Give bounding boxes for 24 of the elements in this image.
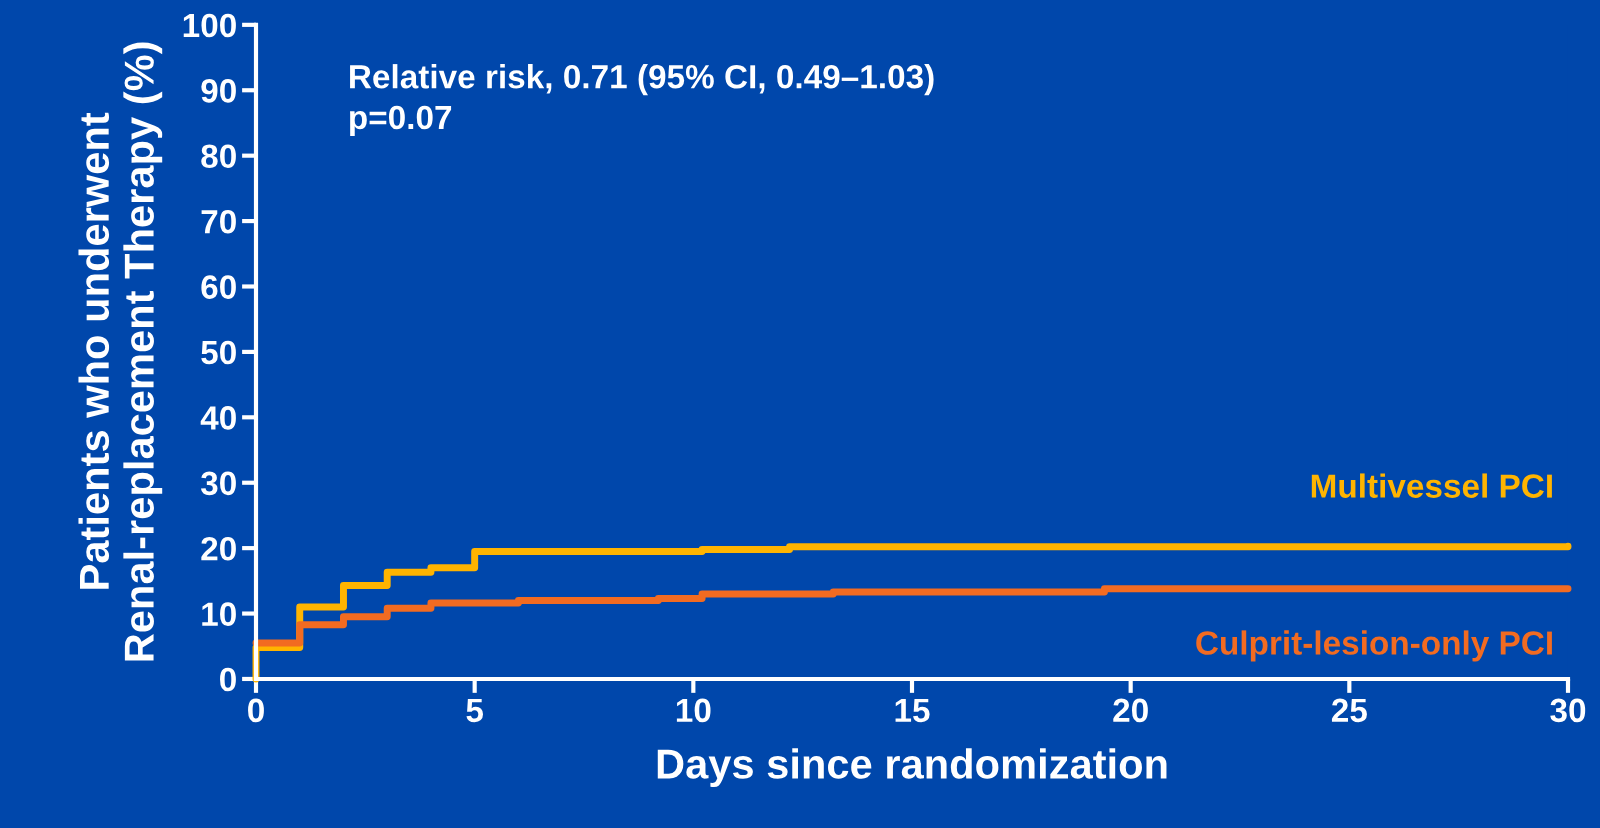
y-tick-label: 80	[201, 144, 236, 169]
x-tick-label: 5	[466, 698, 484, 723]
annotation: p=0.07	[350, 105, 452, 136]
y-tick-label: 100	[183, 13, 236, 38]
y-tick-label: 0	[220, 667, 236, 692]
y-tick-label: 50	[201, 340, 236, 365]
y-tick-label: 90	[201, 79, 236, 103]
x-tick-label: 0	[248, 698, 264, 723]
y-tick-label: 20	[201, 536, 236, 561]
y-tick-label: 30	[200, 471, 236, 496]
x-tick-label: 30	[1550, 698, 1586, 723]
y-tick-label: 40	[200, 406, 236, 430]
x-tick-label: 25	[1331, 698, 1367, 723]
x-tick-label: 10	[676, 698, 711, 723]
y-tick-label: 70	[201, 209, 236, 234]
x-tick-label: 15	[895, 698, 930, 723]
series-label: Multivessel PCI	[1311, 473, 1552, 498]
y-axis-title: Patients who underwent Renal-replacement Therapy (%)	[78, 42, 163, 661]
series-label: Culprit-lesion-only PCI	[1196, 630, 1552, 662]
annotation: Relative risk, 0.71 (95% CI, 0.49–1.03)	[350, 64, 934, 96]
y-tick-label: 10	[202, 602, 236, 626]
x-axis-title: Days since randomization	[657, 748, 1167, 788]
y-tick-label: 60	[201, 275, 236, 299]
x-tick-label: 20	[1113, 698, 1148, 723]
